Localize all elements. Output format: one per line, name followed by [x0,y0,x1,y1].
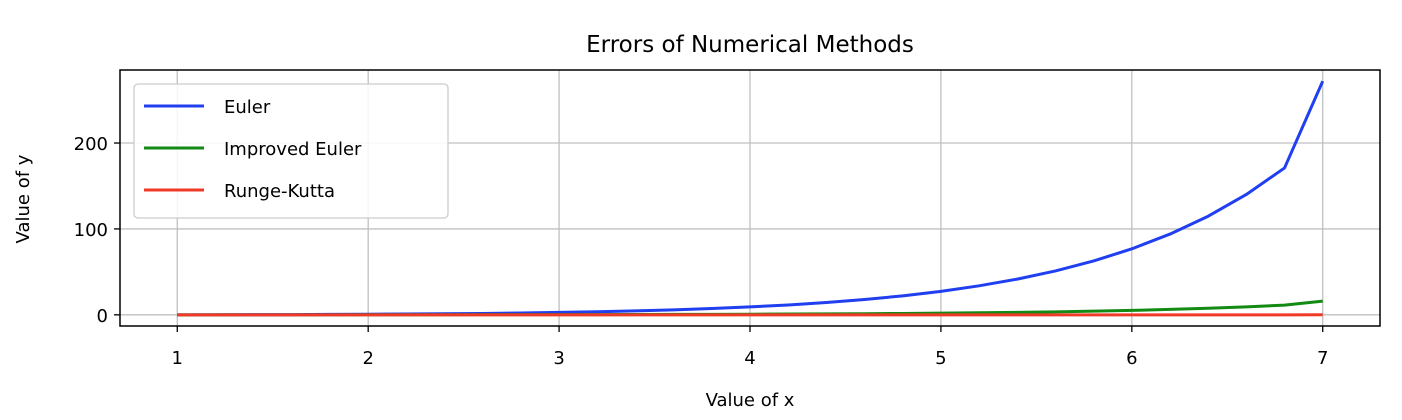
x-axis-label: Value of x [706,390,795,411]
y-tick-label: 200 [74,134,108,155]
legend-label-runge-kutta: Runge-Kutta [224,181,335,202]
chart-title: Errors of Numerical Methods [586,32,914,58]
legend-box [133,83,449,219]
legend: Euler Improved Euler Runge-Kutta [133,83,449,219]
x-tick-label: 4 [744,348,755,369]
x-tick-label: 3 [553,348,564,369]
x-tick-label: 6 [1126,348,1137,369]
series-lines [177,80,1325,317]
y-tick-label: 0 [97,306,108,327]
x-tick-label: 2 [362,348,373,369]
axis-ticks: 1 2 3 4 5 6 7 0 100 200 [74,134,1329,369]
y-tick-label: 100 [74,220,108,241]
legend-label-euler: Euler [224,97,271,118]
x-tick-label: 5 [935,348,946,369]
legend-label-improved-euler: Improved Euler [224,139,362,160]
x-tick-label: 7 [1317,348,1328,369]
x-tick-label: 1 [172,348,183,369]
y-axis-label: Value of y [13,154,34,243]
